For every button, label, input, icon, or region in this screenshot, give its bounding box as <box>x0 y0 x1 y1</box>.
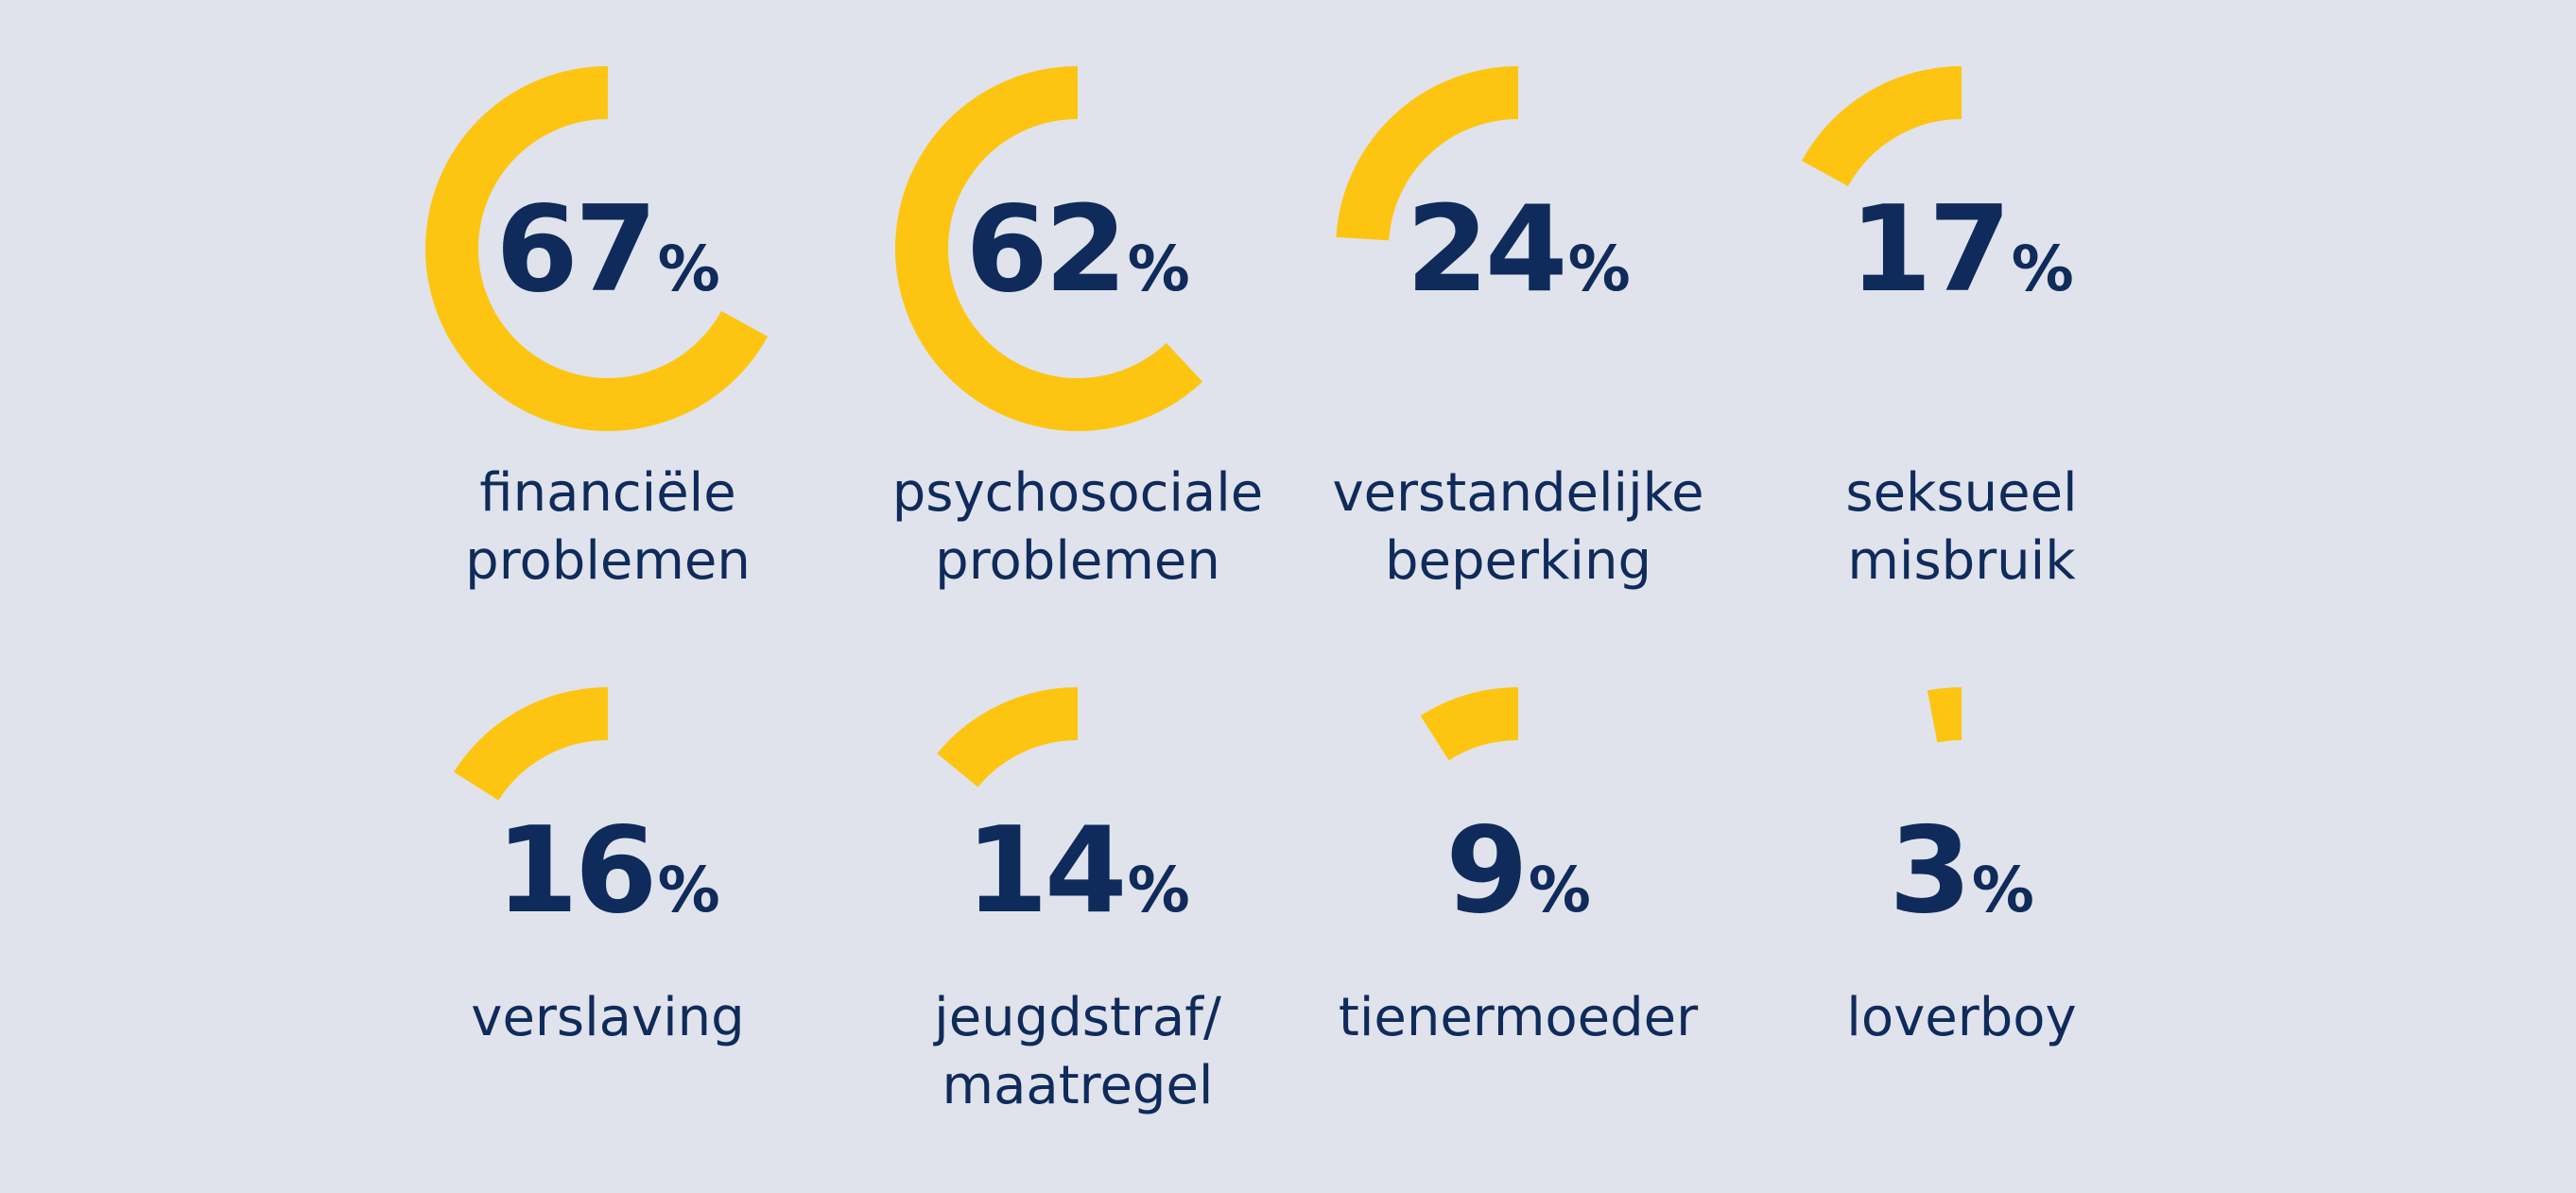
label-line: misbruik <box>1847 530 2076 592</box>
percentage-psychosociale-problemen: 62% <box>965 180 1189 319</box>
label-line: jeugdstraf/ <box>932 987 1221 1048</box>
ring-verstandelijke-beperking: 24% verstandelijke beperking <box>1332 66 1704 592</box>
label-line: loverboy <box>1846 987 2076 1048</box>
label-line: maatregel <box>942 1055 1214 1116</box>
percentage-value: 62 <box>965 180 1123 319</box>
label-seksueel-misbruik: seksueel misbruik <box>1845 462 2077 592</box>
arc-tienermoeder <box>1420 687 1519 761</box>
ring-verslaving: 16% verslaving <box>454 687 745 1048</box>
arc-financiele-problemen <box>425 66 769 431</box>
percentage-financiele-problemen: 67% <box>495 180 719 319</box>
percentage-verstandelijke-beperking: 24% <box>1406 180 1630 319</box>
label-line: seksueel <box>1845 462 2077 524</box>
percentage-value: 17 <box>1849 180 2007 319</box>
label-verstandelijke-beperking: verstandelijke beperking <box>1332 462 1703 592</box>
label-line: financiële <box>479 462 735 524</box>
percent-sign: % <box>2012 233 2074 305</box>
percentage-value: 16 <box>495 801 653 940</box>
ring-tienermoeder: 9% tienermoeder <box>1339 687 1699 1048</box>
label-loverboy: loverboy <box>1846 987 2076 1048</box>
arc-jeugdstraf-maatregel <box>937 687 1079 788</box>
arc-seksueel-misbruik <box>1801 66 1962 187</box>
label-line: problemen <box>935 530 1220 592</box>
label-line: problemen <box>465 530 751 592</box>
percent-sign: % <box>658 233 720 305</box>
ring-jeugdstraf-maatregel: 14% jeugdstraf/maatregel <box>932 687 1221 1116</box>
percentage-jeugdstraf-maatregel: 14% <box>965 801 1189 940</box>
ring-financiele-problemen: 67% financiële problemen <box>425 66 769 592</box>
label-jeugdstraf-maatregel: jeugdstraf/maatregel <box>932 987 1221 1116</box>
percentage-seksueel-misbruik: 17% <box>1849 180 2073 319</box>
percentage-value: 14 <box>965 801 1123 940</box>
percentage-value: 67 <box>495 180 653 319</box>
percent-sign: % <box>658 854 720 926</box>
label-line: psychosociale <box>892 462 1264 524</box>
percentage-value: 3 <box>1889 801 1968 940</box>
percent-sign: % <box>1128 233 1190 305</box>
percent-sign: % <box>1972 854 2034 926</box>
label-financiele-problemen: financiële problemen <box>465 462 751 592</box>
percentage-value: 9 <box>1445 801 1525 940</box>
label-line: verslaving <box>471 987 744 1048</box>
label-verslaving: verslaving <box>471 987 744 1048</box>
ring-seksueel-misbruik: 17% seksueel misbruik <box>1801 66 2078 592</box>
label-line: tienermoeder <box>1339 987 1699 1048</box>
percentage-tienermoeder: 9% <box>1445 801 1591 940</box>
percent-sign: % <box>1568 233 1631 305</box>
arc-loverboy <box>1927 686 1962 743</box>
percent-sign: % <box>1128 854 1190 926</box>
label-psychosociale-problemen: psychosociale problemen <box>892 462 1264 592</box>
label-tienermoeder: tienermoeder <box>1339 987 1699 1048</box>
arc-verstandelijke-beperking <box>1336 66 1519 242</box>
ring-psychosociale-problemen: 62% psychosociale problemen <box>892 66 1264 592</box>
arc-psychosociale-problemen <box>895 66 1203 431</box>
percent-sign: % <box>1529 854 1591 926</box>
percentage-loverboy: 3% <box>1889 801 2034 940</box>
arc-verslaving <box>454 687 609 802</box>
label-line: verstandelijke <box>1332 462 1703 524</box>
ring-loverboy: 3% loverboy <box>1846 686 2077 1048</box>
label-line: beperking <box>1385 530 1651 592</box>
percentage-value: 24 <box>1406 180 1564 319</box>
percentage-verslaving: 16% <box>495 801 719 940</box>
